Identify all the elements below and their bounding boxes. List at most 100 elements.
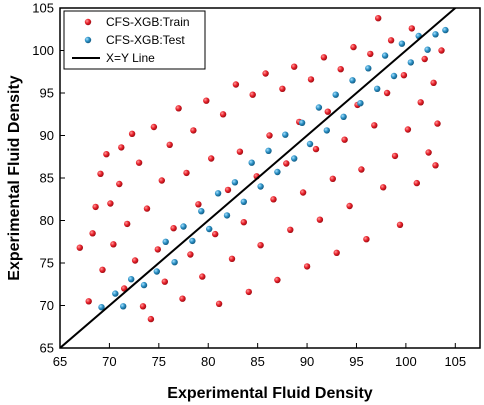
train-point-28: [187, 251, 194, 258]
y-tick-label-4: 85: [40, 171, 54, 186]
train-point-81: [408, 25, 415, 32]
train-point-30: [195, 201, 202, 208]
test-point-31: [374, 85, 381, 93]
train-point-35: [215, 300, 223, 307]
train-point-59: [316, 216, 324, 223]
train-point-74: [380, 184, 387, 191]
test-point-28: [349, 77, 356, 84]
train-point-85: [425, 149, 432, 156]
train-point-84: [421, 55, 428, 63]
train-point-33: [208, 155, 215, 162]
test-point-0: [98, 304, 105, 311]
train-point-12: [124, 220, 131, 228]
train-point-88: [438, 47, 445, 54]
train-point-5: [99, 266, 106, 273]
y-tick-label-6: 95: [40, 86, 54, 101]
train-point-10: [118, 144, 125, 151]
test-point-5: [153, 268, 160, 275]
train-point-77: [391, 152, 399, 160]
train-point-37: [224, 186, 232, 194]
y-tick-label-1: 70: [40, 298, 54, 313]
train-point-23: [166, 141, 173, 148]
y-tick-label-8: 105: [32, 1, 54, 16]
train-point-41: [240, 219, 247, 226]
x-tick-label-7: 100: [395, 354, 417, 369]
test-point-11: [206, 225, 213, 233]
train-point-55: [299, 189, 307, 196]
train-point-17: [143, 205, 151, 212]
test-point-13: [223, 212, 231, 219]
legend-label-test: CFS-XGB:Test: [106, 33, 185, 47]
x-tick-label-2: 75: [152, 354, 166, 369]
train-point-8: [110, 241, 117, 248]
train-point-60: [320, 54, 328, 61]
train-point-76: [387, 37, 395, 44]
train-point-46: [262, 70, 269, 77]
train-point-1: [85, 298, 92, 305]
identity-line-layer: [60, 8, 457, 348]
x-equals-y-line: [60, 8, 457, 348]
y-tick-label-0: 65: [40, 341, 54, 356]
train-point-70: [363, 236, 370, 243]
test-point-35: [407, 59, 414, 66]
train-point-31: [199, 273, 206, 280]
train-point-56: [303, 263, 311, 270]
test-point-14: [231, 179, 239, 186]
test-point-32: [381, 52, 389, 59]
train-point-71: [367, 50, 374, 58]
train-point-14: [131, 257, 139, 264]
test-point-24: [315, 104, 323, 111]
test-point-3: [128, 276, 135, 283]
train-point-89: [432, 162, 439, 169]
x-tick-label-1: 70: [102, 354, 116, 369]
train-point-87: [434, 120, 441, 127]
x-tick-label-5: 90: [300, 354, 314, 369]
legend: CFS-XGB:Train CFS-XGB:Test X=Y Line: [63, 10, 206, 70]
test-point-30: [365, 65, 372, 72]
train-point-66: [346, 202, 353, 210]
test-point-27: [340, 113, 347, 121]
train-point-83: [417, 99, 424, 106]
train-point-9: [116, 180, 123, 188]
train-point-75: [383, 89, 391, 97]
train-point-42: [245, 288, 252, 296]
test-point-12: [214, 190, 222, 197]
train-point-2: [89, 230, 96, 237]
legend-marker-train: [84, 18, 92, 26]
train-point-79: [400, 72, 408, 79]
train-point-36: [219, 111, 227, 118]
test-point-15: [240, 198, 247, 205]
test-point-16: [248, 159, 255, 166]
train-point-4: [97, 170, 104, 177]
legend-marker-test: [84, 36, 92, 44]
train-point-3: [92, 203, 99, 211]
train-point-50: [279, 85, 286, 93]
train-point-45: [257, 242, 264, 249]
test-point-23: [306, 140, 314, 148]
train-point-39: [232, 81, 240, 88]
test-point-6: [162, 238, 169, 245]
train-point-65: [341, 136, 348, 143]
test-point-8: [180, 223, 187, 230]
data-points: [76, 15, 449, 323]
x-tick-label-6: 95: [349, 354, 363, 369]
test-point-26: [332, 91, 339, 98]
train-point-69: [358, 166, 365, 173]
x-tick-label-0: 65: [53, 354, 67, 369]
train-point-7: [107, 200, 114, 207]
test-point-9: [189, 237, 196, 245]
y-tick-label-7: 100: [32, 43, 54, 58]
test-point-1: [112, 290, 119, 297]
train-point-24: [170, 225, 177, 232]
x-tick-label-3: 80: [201, 354, 215, 369]
train-point-47: [266, 132, 273, 139]
test-point-39: [442, 26, 449, 34]
train-point-29: [190, 127, 197, 134]
train-point-57: [307, 76, 315, 83]
train-point-73: [375, 15, 382, 22]
test-point-38: [432, 31, 439, 38]
train-point-15: [135, 159, 143, 166]
train-point-51: [283, 160, 290, 167]
x-axis-title: Experimental Fluid Density: [167, 385, 372, 402]
